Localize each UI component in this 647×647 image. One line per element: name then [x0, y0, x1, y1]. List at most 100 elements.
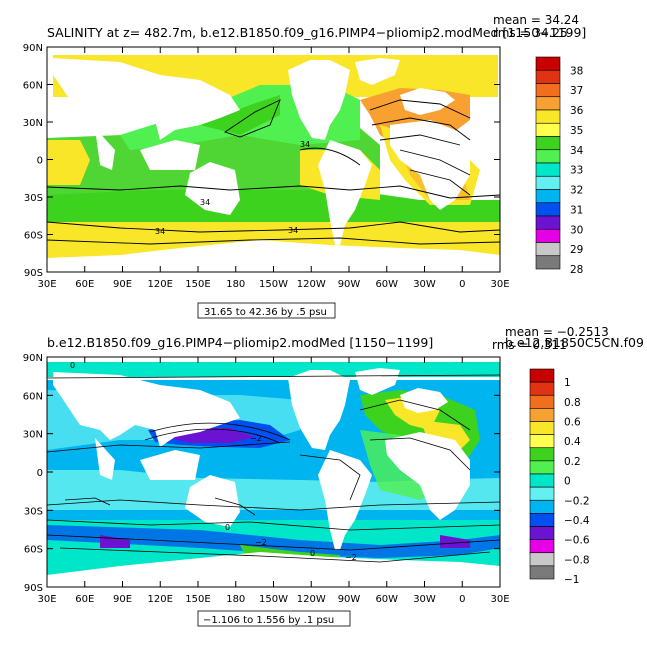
- panel2-y-axis: 90N 60N 30N 0 30S 60S 90S: [23, 353, 500, 594]
- panel2-x-axis: 30E 60E 90E 120E 150E 180 150W 120W 90W 60W 30W 0 30…: [37, 357, 510, 605]
- panel2-contours: [46, 374, 501, 563]
- x-tick-label: 90W: [338, 279, 361, 290]
- panel2-colorbar: 1 0.8 0.6 0.4 0.2 0 −0.2 −0.4 −0.6 −0.8 −1: [529, 368, 590, 586]
- colorbar-swatch: [535, 162, 561, 177]
- colorbar-swatch: [529, 473, 555, 488]
- colorbar-swatch: [535, 109, 561, 124]
- colorbar-label: −0.2: [564, 495, 590, 507]
- y-tick-label: 60S: [24, 545, 43, 556]
- panel2-contour-label: 0: [310, 549, 315, 558]
- colorbar-swatch: [535, 228, 561, 243]
- panel1-contour-labels: 34 34 34 34: [155, 140, 310, 236]
- colorbar-swatch: [535, 215, 561, 230]
- panel1-contour-label: 34: [200, 198, 210, 207]
- panel2-title: b.e12.B1850.f09_g16.PIMP4−pliomip2.modMe…: [47, 335, 433, 350]
- colorbar-label: 0.8: [564, 397, 581, 409]
- x-tick-label: 60W: [375, 279, 398, 290]
- y-tick-label: 30S: [24, 193, 43, 204]
- x-tick-label: 90E: [113, 594, 132, 605]
- x-tick-label: 60E: [75, 594, 94, 605]
- colorbar-swatch: [529, 447, 555, 462]
- colorbar-label: 28: [570, 264, 583, 276]
- x-tick-label: 150E: [185, 279, 210, 290]
- y-tick-label: 90N: [23, 353, 43, 364]
- panel1-contours: [46, 99, 501, 245]
- colorbar-swatch: [529, 460, 555, 475]
- panel2-range-label: −1.106 to 1.556 by .1 psu: [203, 615, 334, 626]
- colorbar-swatch: [535, 122, 561, 137]
- colorbar-swatch: [529, 408, 555, 422]
- colorbar-swatch: [535, 255, 561, 270]
- colorbar-swatch: [535, 96, 561, 111]
- colorbar-swatch: [535, 149, 561, 164]
- colorbar-label: 33: [570, 165, 583, 177]
- x-tick-label: 120E: [148, 279, 173, 290]
- colorbar-label: −1: [564, 574, 579, 586]
- x-tick-label: 90W: [338, 594, 361, 605]
- colorbar-label: 30: [570, 224, 583, 236]
- colorbar-label: 0.2: [564, 456, 581, 468]
- y-tick-label: 30S: [24, 506, 43, 517]
- colorbar-label: 1: [564, 377, 571, 389]
- x-tick-label: 120E: [148, 594, 173, 605]
- x-tick-label: 30E: [37, 594, 56, 605]
- x-tick-label: 180: [226, 279, 245, 290]
- x-tick-label: 120W: [297, 279, 326, 290]
- colorbar-swatch: [529, 513, 555, 527]
- colorbar-label: 37: [570, 85, 583, 97]
- panel1-rms: rms = 34.25: [493, 26, 568, 40]
- x-tick-label: 150W: [259, 279, 288, 290]
- panel2-subtitle: b.e12.B1850C5CN.f09: [505, 335, 644, 350]
- x-tick-label: 0: [459, 279, 465, 290]
- colorbar-label: −0.8: [564, 554, 590, 566]
- panel1-range-label: 31.65 to 42.36 by .5 psu: [204, 307, 327, 318]
- x-tick-label: 150E: [185, 594, 210, 605]
- panel2-contour-label: 0: [225, 523, 230, 532]
- x-tick-label: 30W: [413, 594, 436, 605]
- x-tick-label: 150W: [259, 594, 288, 605]
- panel1-contour-label: 34: [288, 226, 298, 235]
- colorbar-label: 29: [570, 244, 583, 256]
- colorbar-swatch: [535, 56, 561, 71]
- x-tick-label: 180: [226, 594, 245, 605]
- panel2-contour-label: −2: [250, 434, 262, 443]
- y-tick-label: 90S: [24, 268, 43, 279]
- panel2-contour-labels: 0 −2 0 0 −2 −2: [70, 361, 357, 562]
- panel2-contour-label: −2: [345, 553, 357, 562]
- y-tick-label: 0: [37, 156, 43, 167]
- colorbar-swatch: [529, 381, 555, 396]
- colorbar-swatch: [535, 83, 561, 98]
- y-tick-label: 60S: [24, 231, 43, 242]
- colorbar-label: 0: [564, 476, 571, 488]
- y-tick-label: 30N: [23, 430, 43, 441]
- colorbar-swatch: [535, 136, 561, 151]
- colorbar-label: 34: [570, 145, 584, 157]
- y-tick-label: 60N: [23, 391, 43, 402]
- colorbar-swatch: [535, 175, 561, 190]
- panel2-rms: rms = 0.311: [492, 338, 567, 352]
- colorbar-swatch: [529, 434, 555, 449]
- colorbar-label: 31: [570, 204, 583, 216]
- colorbar-label: 36: [570, 105, 584, 117]
- colorbar-swatch: [529, 565, 555, 580]
- colorbar-swatch: [529, 499, 555, 514]
- colorbar-swatch: [529, 368, 555, 383]
- colorbar-swatch: [529, 539, 555, 554]
- colorbar-swatch: [529, 421, 555, 435]
- colorbar-swatch: [529, 552, 555, 567]
- panel1-contour-label: 34: [155, 227, 165, 236]
- colorbar-swatch: [535, 202, 561, 217]
- colorbar-swatch: [529, 526, 555, 540]
- y-tick-label: 60N: [23, 81, 43, 92]
- x-tick-label: 0: [459, 594, 465, 605]
- colorbar-swatch: [529, 486, 555, 501]
- x-tick-label: 30E: [490, 594, 509, 605]
- colorbar-label: 32: [570, 185, 583, 197]
- panel2-contour-label: −2: [255, 538, 267, 547]
- panel2-mean: mean = −0.2513: [505, 325, 609, 339]
- panel2-range-box: [197, 610, 351, 627]
- colorbar-swatch: [535, 189, 561, 204]
- x-tick-label: 60E: [75, 279, 94, 290]
- panel1-contour-label: 34: [300, 140, 310, 149]
- panel1-mean: mean = 34.24: [493, 13, 579, 27]
